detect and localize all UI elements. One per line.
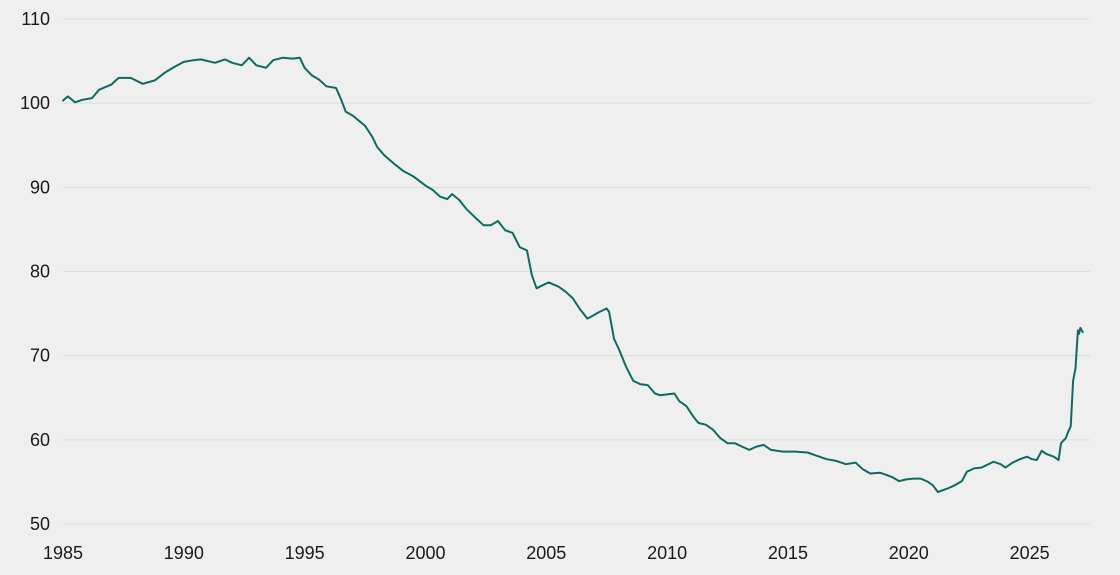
x-tick-label: 1985 [43, 543, 83, 563]
gridlines [63, 18, 1090, 525]
x-tick-label: 2020 [889, 543, 929, 563]
y-axis-tick-labels: 50 60 70 80 90 100 110 [20, 9, 50, 534]
series-line-0 [62, 56, 1084, 493]
x-tick-label: 1990 [164, 543, 204, 563]
y-tick-label: 90 [30, 177, 50, 197]
x-tick-label: 2000 [405, 543, 445, 563]
x-tick-label: 2010 [647, 543, 687, 563]
y-tick-label: 100 [20, 93, 50, 113]
x-axis-tick-labels: 1985 1990 1995 2000 2005 2010 2015 2020 2025 [43, 543, 1050, 563]
series-group [62, 56, 1084, 493]
y-tick-label: 60 [30, 430, 50, 450]
y-tick-label: 110 [21, 9, 50, 29]
y-tick-label: 80 [30, 262, 50, 282]
x-tick-label: 2025 [1010, 543, 1050, 563]
x-tick-label: 2015 [768, 543, 808, 563]
y-tick-label: 70 [30, 346, 50, 366]
x-tick-label: 1995 [285, 543, 325, 563]
x-tick-label: 2005 [526, 543, 566, 563]
y-tick-label: 50 [30, 514, 50, 534]
